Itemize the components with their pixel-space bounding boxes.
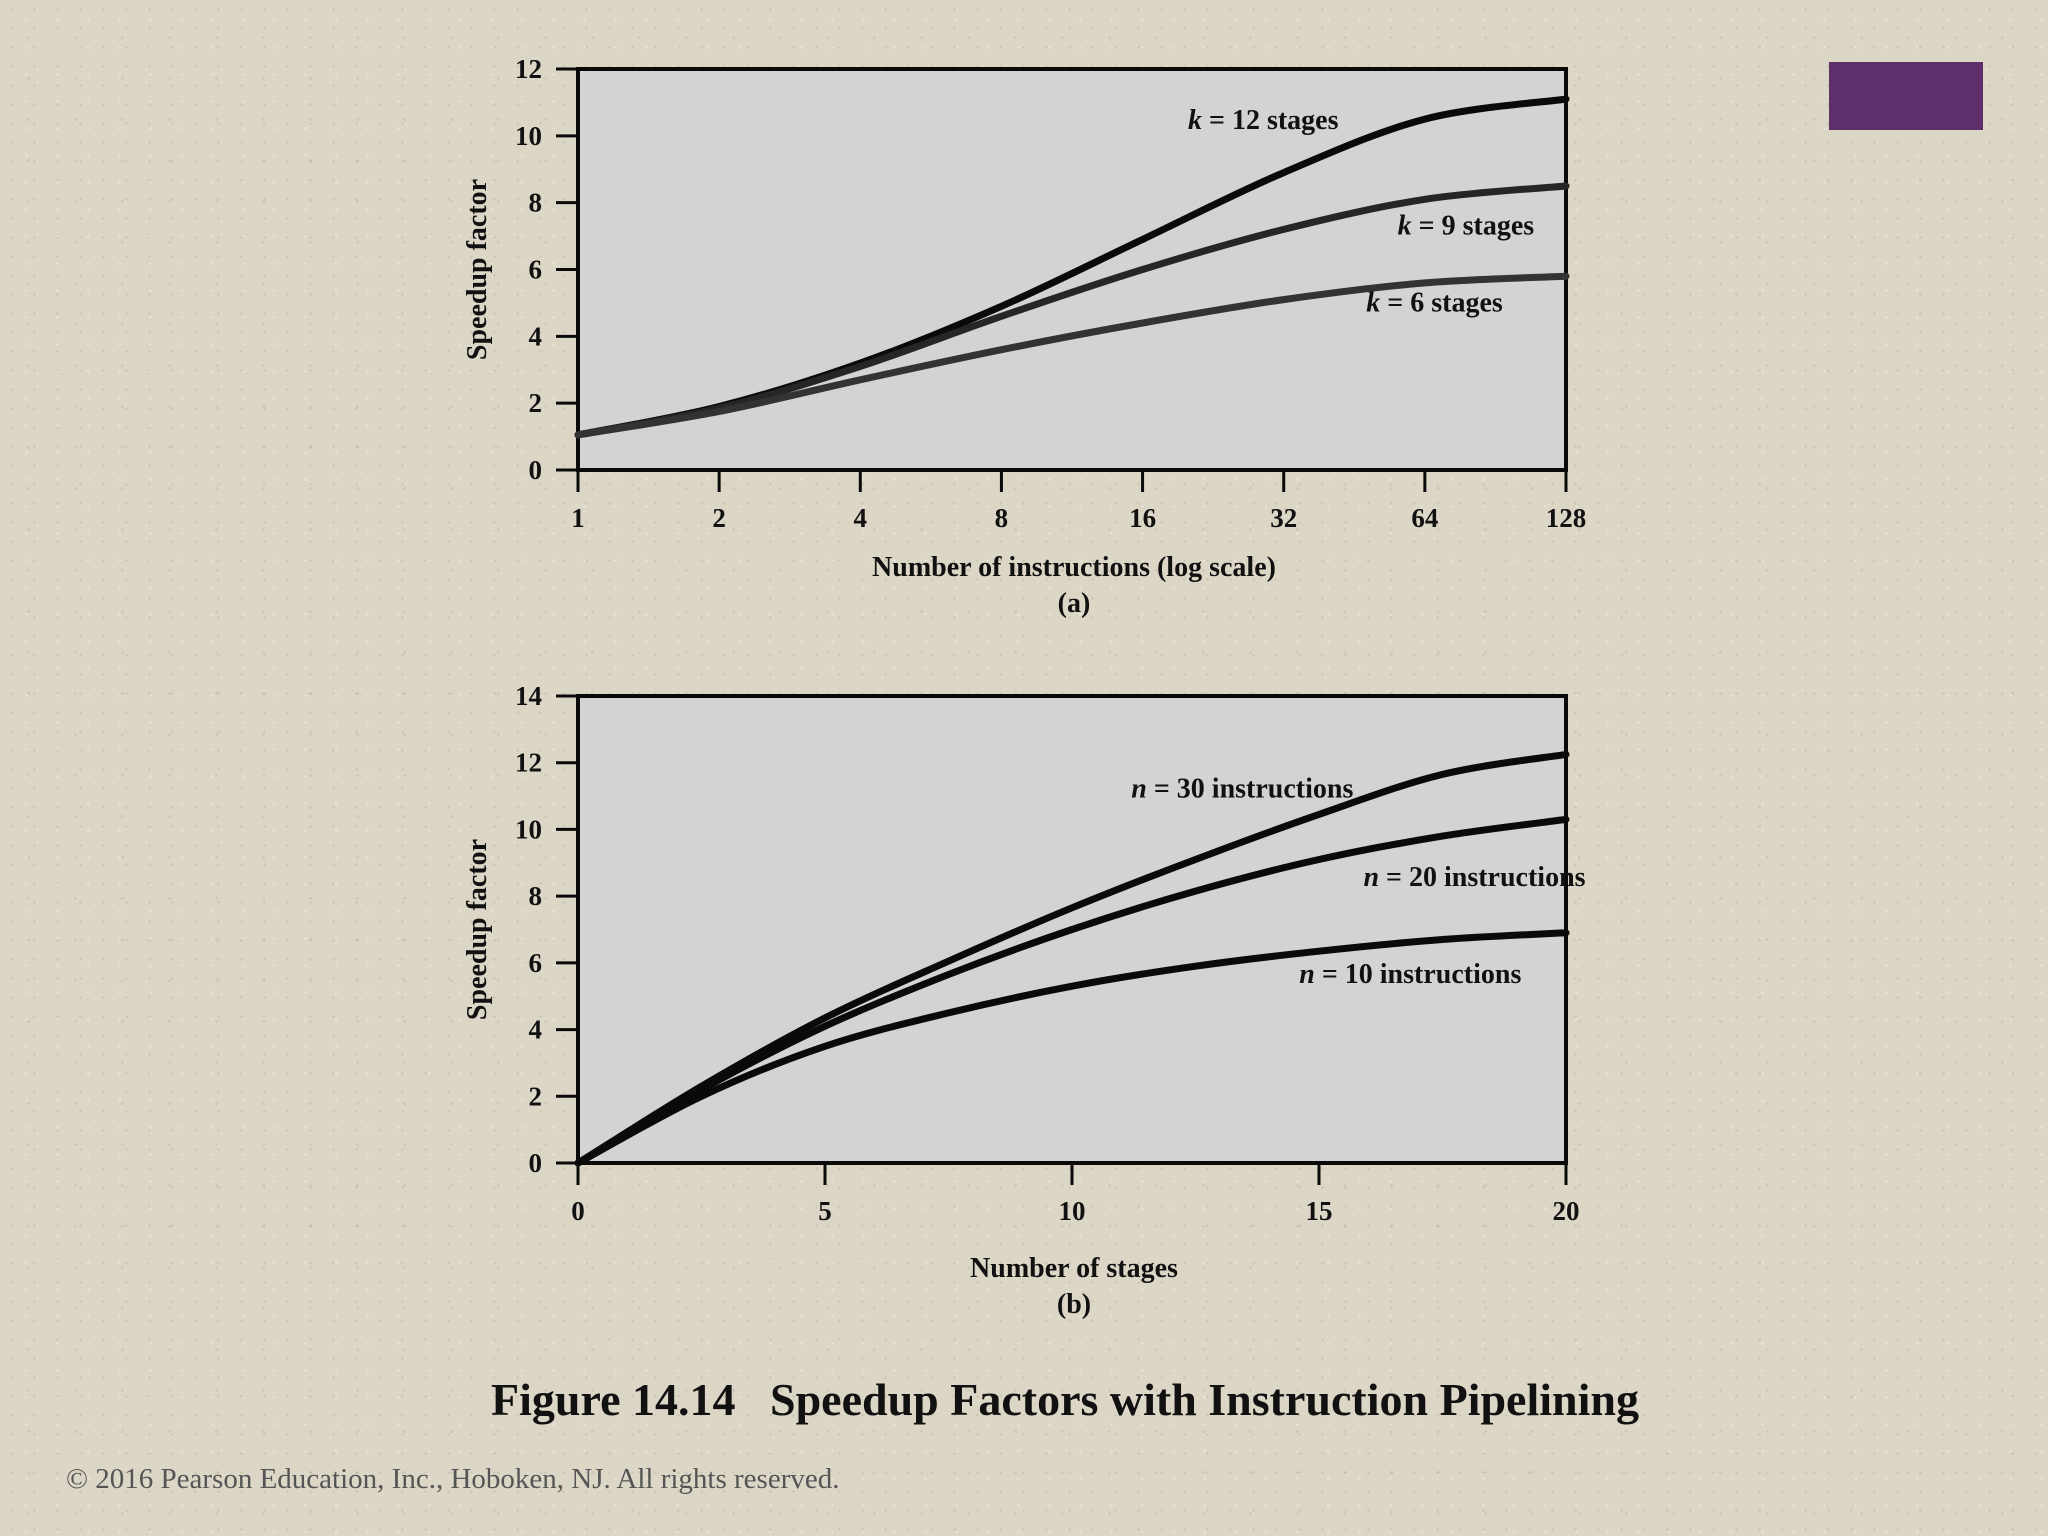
y-tick-label: 6 bbox=[529, 948, 543, 978]
series-line bbox=[574, 272, 1570, 439]
x-tick-label: 4 bbox=[854, 503, 868, 533]
panel-label: (b) bbox=[1057, 1289, 1091, 1320]
x-axis-title: Number of stages bbox=[970, 1253, 1178, 1284]
series-line bbox=[574, 815, 1570, 1167]
y-tick-label: 0 bbox=[529, 455, 543, 485]
y-tick-label: 2 bbox=[529, 388, 543, 418]
y-tick-label: 14 bbox=[515, 681, 542, 711]
x-tick-label: 32 bbox=[1270, 503, 1297, 533]
x-tick-label: 2 bbox=[712, 503, 726, 533]
y-tick-label: 8 bbox=[529, 881, 543, 911]
y-tick-label: 4 bbox=[529, 1015, 543, 1045]
series-label: k = 6 stages bbox=[1366, 287, 1503, 318]
y-tick-label: 10 bbox=[515, 121, 542, 151]
y-tick-label: 12 bbox=[515, 54, 542, 84]
y-tick-label: 8 bbox=[529, 188, 543, 218]
y-tick-label: 12 bbox=[515, 748, 542, 778]
copyright-notice: © 2016 Pearson Education, Inc., Hoboken,… bbox=[66, 1463, 840, 1495]
y-axis-title: Speedup factor bbox=[462, 179, 493, 360]
y-tick-label: 10 bbox=[515, 814, 542, 844]
figure-caption: Figure 14.14 Speedup Factors with Instru… bbox=[491, 1374, 1639, 1425]
y-tick-label: 0 bbox=[529, 1148, 543, 1178]
x-tick-label: 128 bbox=[1546, 503, 1587, 533]
x-tick-label: 64 bbox=[1411, 503, 1438, 533]
accent-block bbox=[1829, 62, 1983, 130]
y-axis-title: Speedup factor bbox=[462, 839, 493, 1020]
x-tick-label: 16 bbox=[1129, 503, 1156, 533]
chart-b-speedup-vs-stages: 0 2 4 6 8 10 12 14 0 5 10 15 20 Number of stages (b) Sp… bbox=[462, 681, 1586, 1320]
x-axis-title: Number of instructions (log scale) bbox=[872, 552, 1276, 583]
x-tick-label: 0 bbox=[571, 1196, 585, 1226]
series-label: n = 20 instructions bbox=[1363, 862, 1585, 893]
y-tick-label: 2 bbox=[529, 1081, 543, 1111]
series-line bbox=[574, 182, 1570, 439]
x-tick-label: 5 bbox=[818, 1196, 832, 1226]
series-label: n = 10 instructions bbox=[1299, 959, 1521, 990]
x-tick-label: 10 bbox=[1059, 1196, 1086, 1226]
x-tick-label: 1 bbox=[571, 503, 585, 533]
y-tick-label: 4 bbox=[529, 321, 543, 351]
series-label: n = 30 instructions bbox=[1131, 774, 1353, 805]
x-tick-label: 15 bbox=[1306, 1196, 1333, 1226]
y-tick-label: 6 bbox=[529, 255, 543, 285]
series-label: k = 9 stages bbox=[1398, 210, 1535, 241]
x-tick-label: 8 bbox=[995, 503, 1009, 533]
panel-label: (a) bbox=[1058, 588, 1091, 619]
series-label: k = 12 stages bbox=[1188, 105, 1339, 136]
x-tick-label: 20 bbox=[1553, 1196, 1580, 1226]
series-line bbox=[574, 929, 1570, 1167]
series-line bbox=[574, 750, 1570, 1167]
